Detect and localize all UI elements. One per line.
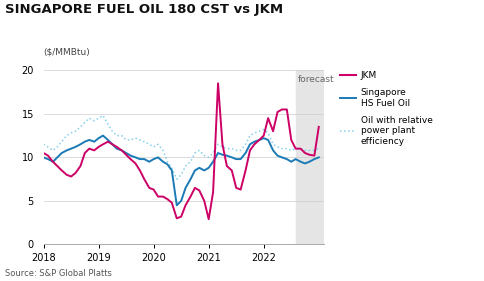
Text: forecast: forecast [297,75,334,84]
Legend: JKM, Singapore
HS Fuel Oil, Oil with relative
power plant
efficiency: JKM, Singapore HS Fuel Oil, Oil with rel… [340,71,433,146]
Text: Source: S&P Global Platts: Source: S&P Global Platts [5,269,112,278]
Text: SINGAPORE FUEL OIL 180 CST vs JKM: SINGAPORE FUEL OIL 180 CST vs JKM [5,3,283,16]
Text: ($/MMBtu): ($/MMBtu) [44,47,91,56]
Bar [296,70,324,244]
